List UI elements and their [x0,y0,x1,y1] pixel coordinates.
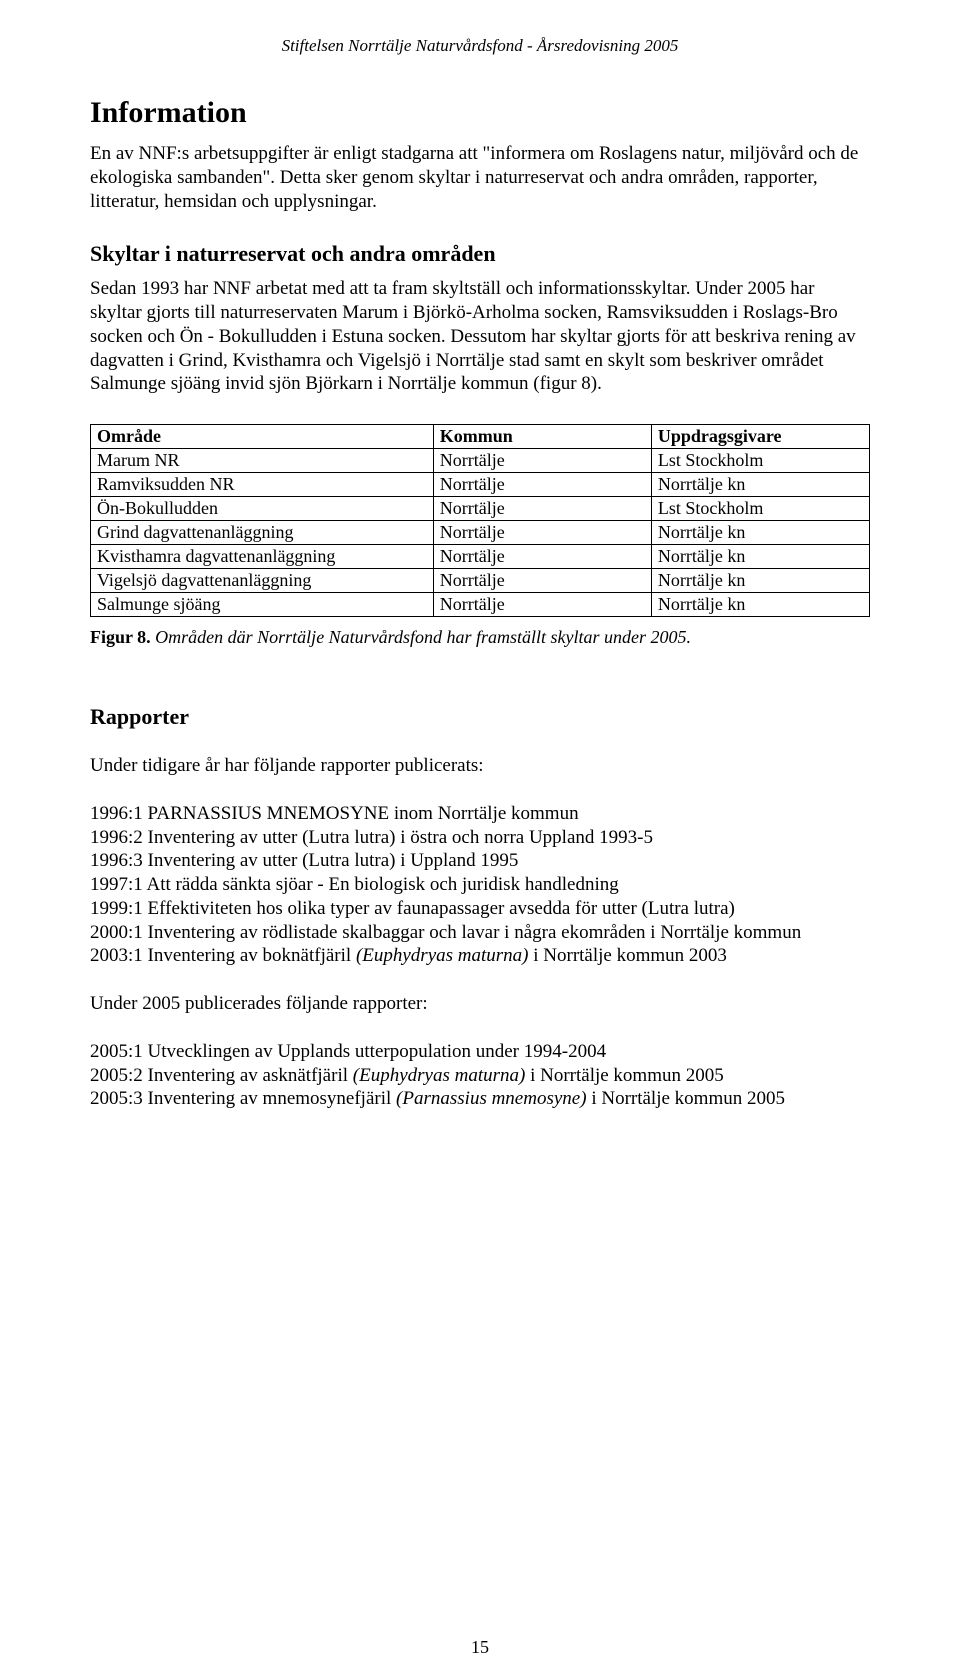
heading-skyltar: Skyltar i naturreservat och andra område… [90,241,870,267]
report-line: 1996:3 Inventering av utter (Lutra lutra… [90,849,870,873]
table-row: Ön-BokulluddenNorrtäljeLst Stockholm [91,497,870,521]
heading-information: Information [90,96,870,130]
table-row: Kvisthamra dagvattenanläggningNorrtäljeN… [91,545,870,569]
report-line-post: i Norrtälje kommun 2003 [529,945,727,966]
table-cell: Salmunge sjöäng [91,593,434,617]
table-cell: Kvisthamra dagvattenanläggning [91,545,434,569]
report-line: 2005:1 Utvecklingen av Upplands utterpop… [90,1040,870,1064]
table-cell: Ramviksudden NR [91,473,434,497]
table-cell: Norrtälje kn [651,593,869,617]
rapporter-intro-2: Under 2005 publicerades följande rapport… [90,992,870,1016]
table-header-row: OmrådeKommunUppdragsgivare [91,425,870,449]
table-cell: Norrtälje [433,569,651,593]
table-cell: Norrtälje kn [651,545,869,569]
heading-rapporter: Rapporter [90,704,870,730]
table-cell: Norrtälje [433,593,651,617]
report-line: 1996:1 PARNASSIUS MNEMOSYNE inom Norrtäl… [90,802,870,826]
report-line-italic: (Euphydryas maturna) [356,945,529,966]
table-cell: Lst Stockholm [651,497,869,521]
document-page: Stiftelsen Norrtälje Naturvårdsfond - År… [0,0,960,1676]
table-cell: Marum NR [91,449,434,473]
report-line: 1996:2 Inventering av utter (Lutra lutra… [90,826,870,850]
report-line-italic: (Euphydryas maturna) [353,1065,526,1086]
report-line: 2000:1 Inventering av rödlistade skalbag… [90,921,870,945]
rapporter-intro: Under tidigare år har följande rapporter… [90,754,870,778]
report-line-pre: 2005:3 Inventering av mnemosynefjäril [90,1088,396,1109]
table-cell: Grind dagvattenanläggning [91,521,434,545]
report-line-post: i Norrtälje kommun 2005 [587,1088,785,1109]
table-row: Salmunge sjöängNorrtäljeNorrtälje kn [91,593,870,617]
report-line-pre: 2005:2 Inventering av asknätfjäril [90,1065,353,1086]
table-cell: Norrtälje [433,473,651,497]
skyltar-paragraph: Sedan 1993 har NNF arbetat med att ta fr… [90,277,870,396]
table-cell: Vigelsjö dagvattenanläggning [91,569,434,593]
table-row: Vigelsjö dagvattenanläggningNorrtäljeNor… [91,569,870,593]
table-cell: Norrtälje [433,521,651,545]
rapporter-list-1: 1996:1 PARNASSIUS MNEMOSYNE inom Norrtäl… [90,802,870,968]
report-line: 1997:1 Att rädda sänkta sjöar - En biolo… [90,873,870,897]
table-cell: Ön-Bokulludden [91,497,434,521]
caption-text: Områden där Norrtälje Naturvårdsfond har… [151,627,691,647]
table-header-cell: Område [91,425,434,449]
skyltar-table: OmrådeKommunUppdragsgivareMarum NRNorrtä… [90,424,870,617]
table-header-cell: Kommun [433,425,651,449]
report-line: 2005:2 Inventering av asknätfjäril (Euph… [90,1064,870,1088]
figure-caption: Figur 8. Områden där Norrtälje Naturvård… [90,627,870,648]
table-cell: Norrtälje kn [651,569,869,593]
table-cell: Norrtälje kn [651,473,869,497]
page-number: 15 [0,1637,960,1658]
table-header-cell: Uppdragsgivare [651,425,869,449]
rapporter-list-2: 2005:1 Utvecklingen av Upplands utterpop… [90,1040,870,1111]
report-line-italic: (Parnassius mnemosyne) [396,1088,587,1109]
table-cell: Lst Stockholm [651,449,869,473]
running-header: Stiftelsen Norrtälje Naturvårdsfond - År… [90,36,870,56]
caption-label: Figur 8. [90,627,151,647]
table-row: Ramviksudden NRNorrtäljeNorrtälje kn [91,473,870,497]
report-line-post: i Norrtälje kommun 2005 [525,1065,723,1086]
intro-paragraph: En av NNF:s arbetsuppgifter är enligt st… [90,142,870,213]
table-cell: Norrtälje kn [651,521,869,545]
report-line: 2003:1 Inventering av boknätfjäril (Euph… [90,944,870,968]
table-cell: Norrtälje [433,449,651,473]
report-line-pre: 2003:1 Inventering av boknätfjäril [90,945,356,966]
table-cell: Norrtälje [433,497,651,521]
table-row: Marum NRNorrtäljeLst Stockholm [91,449,870,473]
table-row: Grind dagvattenanläggningNorrtäljeNorrtä… [91,521,870,545]
table-cell: Norrtälje [433,545,651,569]
report-line: 1999:1 Effektiviteten hos olika typer av… [90,897,870,921]
report-line: 2005:3 Inventering av mnemosynefjäril (P… [90,1087,870,1111]
